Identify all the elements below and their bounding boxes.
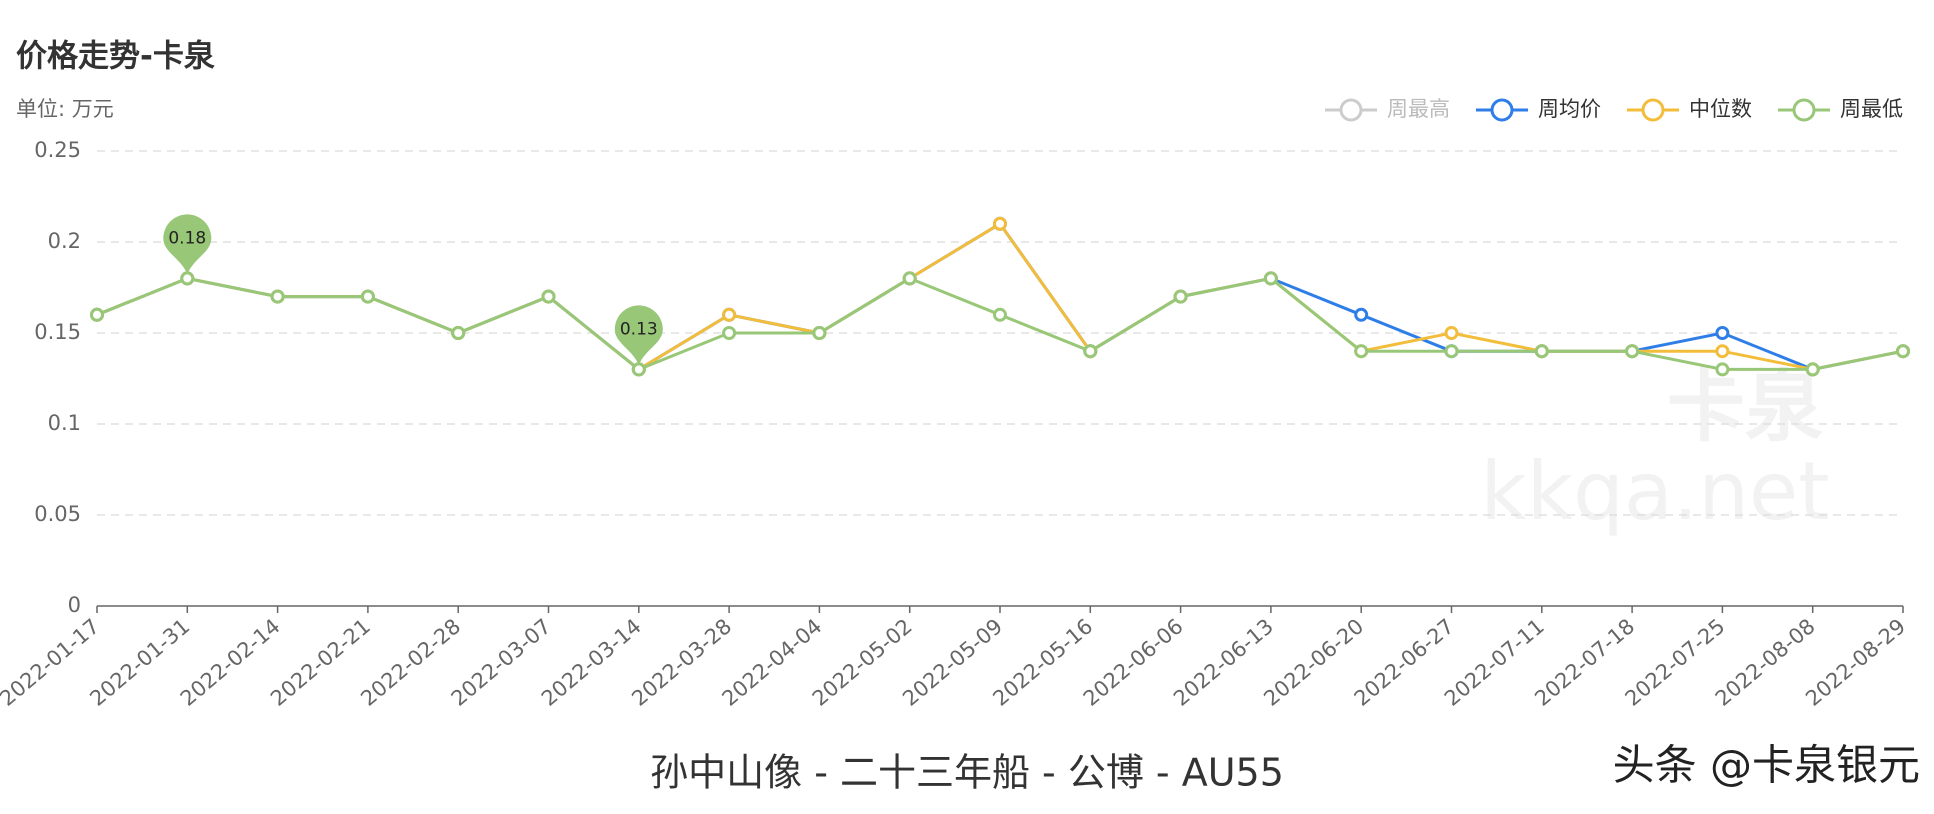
y-tick-label: 0 [68,593,81,617]
chart-title: 价格走势-卡泉 [16,39,215,75]
point [1715,344,1730,359]
legend-label: 周最低 [1840,97,1903,121]
watermark: kkqa.net [1480,445,1829,538]
point [1444,326,1459,340]
legend-symbol [1792,98,1816,122]
legend-symbol [1641,98,1665,122]
point [1263,271,1278,286]
legend-symbol [1339,98,1363,122]
point [1083,344,1098,359]
legend-label: 周最高 [1387,97,1450,121]
point [1173,289,1188,304]
y-tick-label: 0.15 [34,320,81,344]
point [90,307,104,322]
point [1534,344,1549,359]
y-tick-label: 0.05 [34,502,81,526]
point [270,289,285,304]
mark-label: 0.18 [168,228,206,248]
y-tick-label: 0.25 [34,138,81,162]
point [1715,326,1730,340]
x-tick-label: 2022-08-29 [1801,614,1910,711]
mark-pin [163,214,212,275]
y-tick-label: 0.1 [48,411,81,435]
point [722,326,737,340]
legend-symbol [1490,98,1514,122]
mark-label: 0.13 [620,319,658,339]
point [541,289,556,304]
point [902,271,917,286]
overlay-text: 头条 @卡泉银元 [1613,741,1920,790]
point [993,216,1007,231]
point [993,307,1007,322]
point [451,326,466,340]
point [1625,344,1640,359]
point [360,289,375,304]
point [180,271,195,286]
chart-subtitle: 单位: 万元 [16,97,114,121]
point [1896,344,1910,359]
point [812,326,827,340]
point [1805,362,1820,377]
point [1715,362,1730,377]
y-tick-label: 0.2 [48,229,81,253]
point [1354,344,1369,359]
caption: 孙中山像 - 二十三年船 - 公博 - AU55 [650,751,1284,795]
point [631,362,646,377]
point [1354,307,1369,322]
point [722,307,737,322]
point [1444,344,1459,359]
legend-label: 周均价 [1538,97,1601,121]
legend-label: 中位数 [1689,97,1752,121]
watermark: 卡泉 [1667,362,1823,452]
mark-pin [614,305,663,366]
